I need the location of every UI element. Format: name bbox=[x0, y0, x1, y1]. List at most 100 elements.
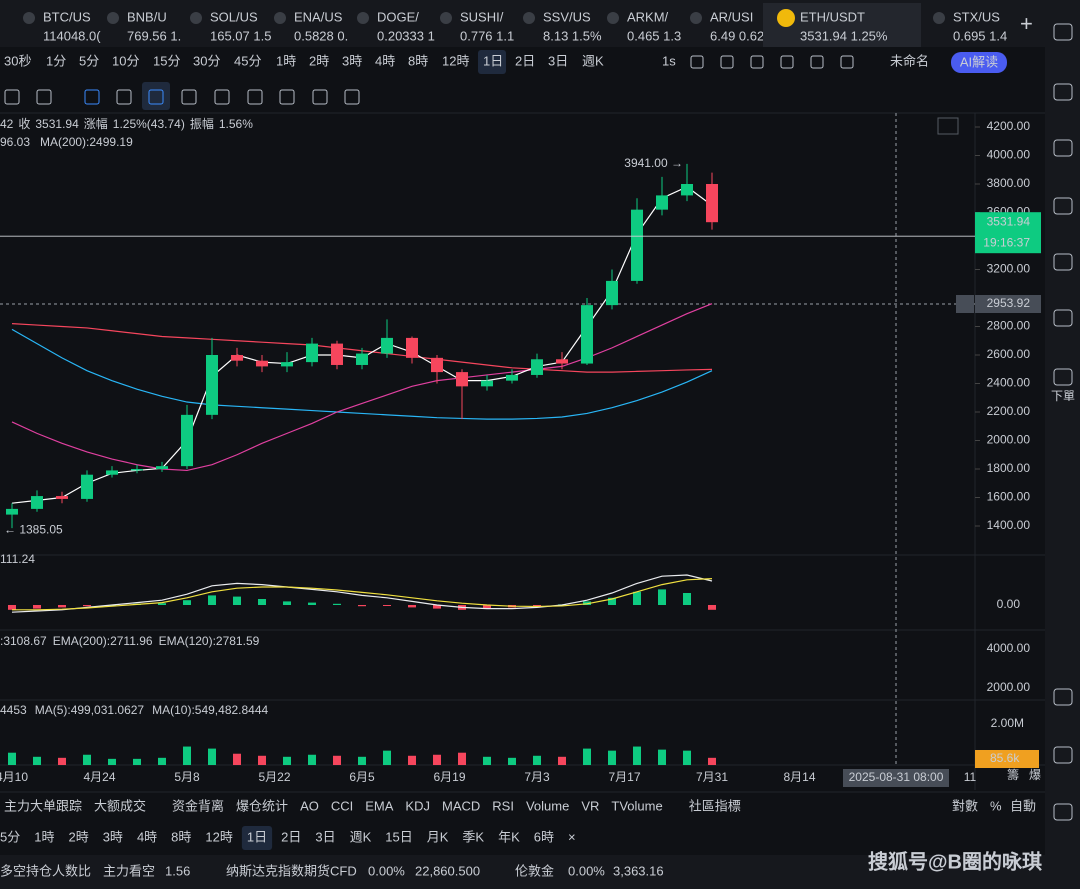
indicator-tab[interactable]: MACD bbox=[442, 798, 480, 813]
tool-icon[interactable] bbox=[181, 89, 197, 105]
bottom-timeframe[interactable]: 4時 bbox=[137, 829, 157, 844]
indicator-tab[interactable]: Volume bbox=[526, 798, 569, 813]
bottom-timeframe[interactable]: 1日 bbox=[247, 829, 267, 844]
indicator-tab[interactable]: AO bbox=[300, 798, 319, 813]
tool-icon[interactable] bbox=[84, 89, 100, 105]
tab-symbol[interactable]: ARKM/ bbox=[627, 9, 669, 24]
indicator-tab[interactable]: 社區指標 bbox=[689, 798, 741, 813]
tab-symbol[interactable]: ENA/US bbox=[294, 9, 343, 24]
indicator-tab[interactable]: VR bbox=[581, 798, 599, 813]
scale-option[interactable]: % bbox=[990, 798, 1002, 813]
ai-button-bg[interactable] bbox=[951, 52, 1007, 73]
indicator-tab[interactable]: RSI bbox=[492, 798, 514, 813]
tab-symbol[interactable]: AR/USI bbox=[710, 9, 753, 24]
bottom-timeframe[interactable]: 8時 bbox=[171, 829, 191, 844]
add-tab[interactable]: + bbox=[1020, 11, 1033, 36]
bottom-timeframe[interactable]: 6時 bbox=[534, 829, 554, 844]
timeframe[interactable]: 3日 bbox=[548, 53, 568, 68]
bottom-timeframe[interactable]: 15日 bbox=[385, 829, 412, 844]
tool-icon[interactable] bbox=[279, 89, 295, 105]
side-icon[interactable] bbox=[1053, 746, 1073, 764]
tab-symbol[interactable]: DOGE/ bbox=[377, 9, 419, 24]
tool-icon[interactable] bbox=[312, 89, 328, 105]
bottom-timeframe[interactable]: × bbox=[568, 829, 576, 844]
bottom-timeframe[interactable]: 月K bbox=[427, 829, 449, 844]
tool-icon[interactable] bbox=[116, 89, 132, 105]
tool-icon[interactable] bbox=[214, 89, 230, 105]
timeframe[interactable]: 2時 bbox=[309, 53, 329, 68]
indicator-tab[interactable]: KDJ bbox=[405, 798, 430, 813]
side-icon[interactable] bbox=[1053, 803, 1073, 821]
volume-legend: 4453 bbox=[0, 703, 27, 717]
tool-icon[interactable] bbox=[148, 89, 164, 105]
indicator-tab[interactable]: 主力大单跟踪 bbox=[4, 798, 82, 813]
bottom-timeframe[interactable]: 週K bbox=[350, 829, 372, 844]
toolbar-icon[interactable] bbox=[810, 55, 824, 69]
tab-symbol[interactable]: BTC/US bbox=[43, 9, 91, 24]
bottom-timeframe[interactable]: 12時 bbox=[205, 829, 232, 844]
toolbar-icon[interactable] bbox=[750, 55, 764, 69]
indicator-tab[interactable]: 资金背离 bbox=[172, 798, 224, 813]
layout-name[interactable]: 未命名 bbox=[890, 53, 929, 68]
timeframe[interactable]: 10分 bbox=[112, 53, 139, 68]
timeframe[interactable]: 5分 bbox=[79, 53, 99, 68]
tool-icon[interactable] bbox=[36, 89, 52, 105]
side-icon[interactable] bbox=[1053, 253, 1073, 271]
bottom-timeframe[interactable]: 2時 bbox=[68, 829, 88, 844]
side-icon[interactable] bbox=[1053, 368, 1073, 386]
timeframe[interactable]: 1日 bbox=[483, 53, 503, 68]
side-icon[interactable] bbox=[1053, 139, 1073, 157]
bottom-timeframe[interactable]: 季K bbox=[462, 829, 484, 844]
side-icon[interactable] bbox=[1053, 83, 1073, 101]
axis-corner[interactable]: 爆 bbox=[1029, 768, 1041, 782]
tab-symbol[interactable]: ETH/USDT bbox=[800, 9, 865, 24]
timeframe[interactable]: 15分 bbox=[153, 53, 180, 68]
scale-option[interactable]: 對數 bbox=[952, 798, 978, 813]
timeframe[interactable]: 2日 bbox=[515, 53, 535, 68]
timeframe[interactable]: 1時 bbox=[276, 53, 296, 68]
tab-symbol[interactable]: STX/US bbox=[953, 9, 1000, 24]
timeframe[interactable]: 30分 bbox=[193, 53, 220, 68]
indicator-tab[interactable]: 大额成交 bbox=[94, 798, 146, 813]
bottom-timeframe[interactable]: 1時 bbox=[34, 829, 54, 844]
tool-icon[interactable] bbox=[4, 89, 20, 105]
bottom-timeframe[interactable]: 3時 bbox=[103, 829, 123, 844]
timeframe[interactable]: 4時 bbox=[375, 53, 395, 68]
timeframe[interactable]: 30秒 bbox=[4, 53, 31, 68]
tab-symbol[interactable]: SSV/US bbox=[543, 9, 591, 24]
tool-icon[interactable] bbox=[247, 89, 263, 105]
fullscreen-icon[interactable] bbox=[937, 117, 959, 135]
side-icon[interactable] bbox=[1053, 688, 1073, 706]
tool-icon[interactable] bbox=[344, 89, 360, 105]
side-icon[interactable] bbox=[1053, 309, 1073, 327]
indicator-tab[interactable]: CCI bbox=[331, 798, 353, 813]
toolbar-icon[interactable] bbox=[720, 55, 734, 69]
interval[interactable]: 1s bbox=[662, 53, 676, 68]
tab-symbol[interactable]: SOL/US bbox=[210, 9, 258, 24]
bottom-timeframe[interactable]: 年K bbox=[498, 829, 520, 844]
indicator-tab[interactable]: TVolume bbox=[611, 798, 662, 813]
timeframe[interactable]: 8時 bbox=[408, 53, 428, 68]
tab-symbol[interactable]: SUSHI/ bbox=[460, 9, 504, 24]
toolbar-icon[interactable] bbox=[780, 55, 794, 69]
indicator-tab[interactable]: 爆仓统计 bbox=[236, 798, 288, 813]
bottom-timeframe[interactable]: 2日 bbox=[281, 829, 301, 844]
side-icon[interactable] bbox=[1053, 23, 1073, 41]
tab-symbol[interactable]: BNB/U bbox=[127, 9, 167, 24]
toolbar-icon[interactable] bbox=[690, 55, 704, 69]
scale-option[interactable]: 自動 bbox=[1010, 798, 1036, 813]
ai-button[interactable]: AI解读 bbox=[960, 54, 998, 69]
axis-corner[interactable]: 籌 bbox=[1007, 768, 1019, 782]
timeframe[interactable]: 週K bbox=[582, 53, 604, 68]
timeframe[interactable]: 12時 bbox=[442, 53, 469, 68]
bottom-timeframe[interactable]: 5分 bbox=[0, 829, 20, 844]
timeframe[interactable]: 3時 bbox=[342, 53, 362, 68]
toolbar-icon[interactable] bbox=[840, 55, 854, 69]
bottom-timeframe[interactable]: 3日 bbox=[315, 829, 335, 844]
crosshair-plus[interactable] bbox=[956, 295, 974, 313]
timeframe[interactable]: 45分 bbox=[234, 53, 261, 68]
indicator-tab[interactable]: EMA bbox=[365, 798, 394, 813]
y-tick-label: 4200.00 bbox=[987, 119, 1031, 133]
timeframe[interactable]: 1分 bbox=[46, 53, 66, 68]
side-icon[interactable] bbox=[1053, 197, 1073, 215]
